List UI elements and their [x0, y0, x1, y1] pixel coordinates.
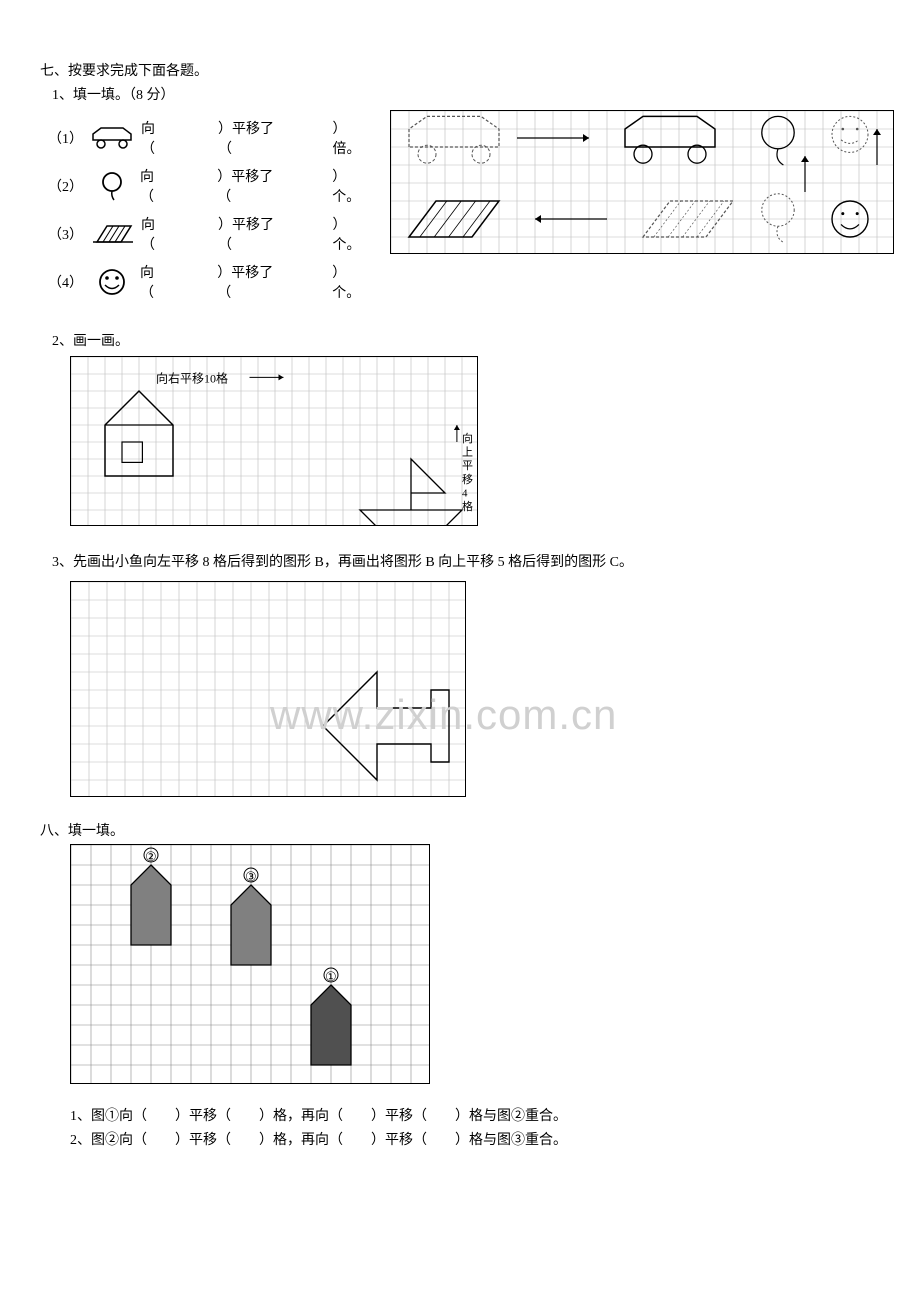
q1-left: （1） 向（ ）平移了（ ）倍。 （2） 向	[40, 110, 370, 310]
q8-fill-1: 1、图①向（ ）平移（ ）格，再向（ ）平移（ ）格与图②重合。	[70, 1105, 880, 1125]
q1-text-1c: ）倍。	[333, 118, 371, 158]
svg-text:移: 移	[462, 473, 473, 486]
q1-text-3c: ）个。	[333, 214, 371, 254]
q1-text-3a: 向（	[141, 214, 166, 254]
svg-text:上: 上	[462, 446, 473, 459]
q1-text-4b: ）平移了（	[217, 262, 280, 302]
q1-num-1: （1）	[48, 128, 83, 148]
q8-fill-2: 2、图②向（ ）平移（ ）格，再向（ ）平移（ ）格与图③重合。	[70, 1129, 880, 1149]
q3-grid-area: www.zixin.com.cn	[70, 581, 880, 802]
q1-text-2c: ）个。	[332, 166, 370, 206]
svg-text:平: 平	[462, 460, 473, 472]
smiley-icon	[89, 264, 134, 300]
q1-text-4a: 向（	[140, 262, 165, 302]
parallelogram-icon	[89, 216, 135, 252]
q1-text-1b: ）平移了（	[218, 118, 281, 158]
q1-container: （1） 向（ ）平移了（ ）倍。 （2） 向	[40, 110, 880, 310]
q2-title: 2、画一画。	[52, 330, 880, 350]
q1-text-2a: 向（	[140, 166, 165, 206]
car-icon	[89, 120, 135, 156]
svg-text:向: 向	[462, 431, 473, 445]
svg-text:格: 格	[462, 499, 473, 513]
q1-num-3: （3）	[48, 224, 83, 244]
q1-num-4: （4）	[48, 272, 83, 292]
q1-text-3b: ）平移了（	[218, 214, 281, 254]
q1-row-3: （3） 向（ ）平移了（ ）个。	[40, 214, 370, 254]
q1-title: 1、填一填。（8 分）	[52, 84, 880, 104]
balloon-icon	[89, 168, 134, 204]
q1-text-2b: ）平移了（	[217, 166, 280, 206]
section-7-title: 七、按要求完成下面各题。	[40, 60, 880, 80]
svg-text:4: 4	[462, 487, 468, 499]
q1-text-4c: ）个。	[332, 262, 370, 302]
q2-grid-area: 向右平移10格向上平移4格	[70, 356, 880, 531]
q8-grid-area: ②③①	[70, 844, 880, 1089]
q3-title: 3、先画出小鱼向左平移 8 格后得到的图形 B，再画出将图形 B 向上平移 5 …	[52, 551, 880, 571]
q1-row-2: （2） 向（ ）平移了（ ）个。	[40, 166, 370, 206]
q1-row-4: （4） 向（ ）平移了（ ）个。	[40, 262, 370, 302]
q1-row-1: （1） 向（ ）平移了（ ）倍。	[40, 118, 370, 158]
q1-num-2: （2）	[48, 176, 83, 196]
q1-right-grid	[390, 110, 894, 310]
q1-text-1a: 向（	[141, 118, 166, 158]
svg-text:向右平移10格: 向右平移10格	[156, 371, 228, 386]
section-8-title: 八、填一填。	[40, 820, 880, 840]
